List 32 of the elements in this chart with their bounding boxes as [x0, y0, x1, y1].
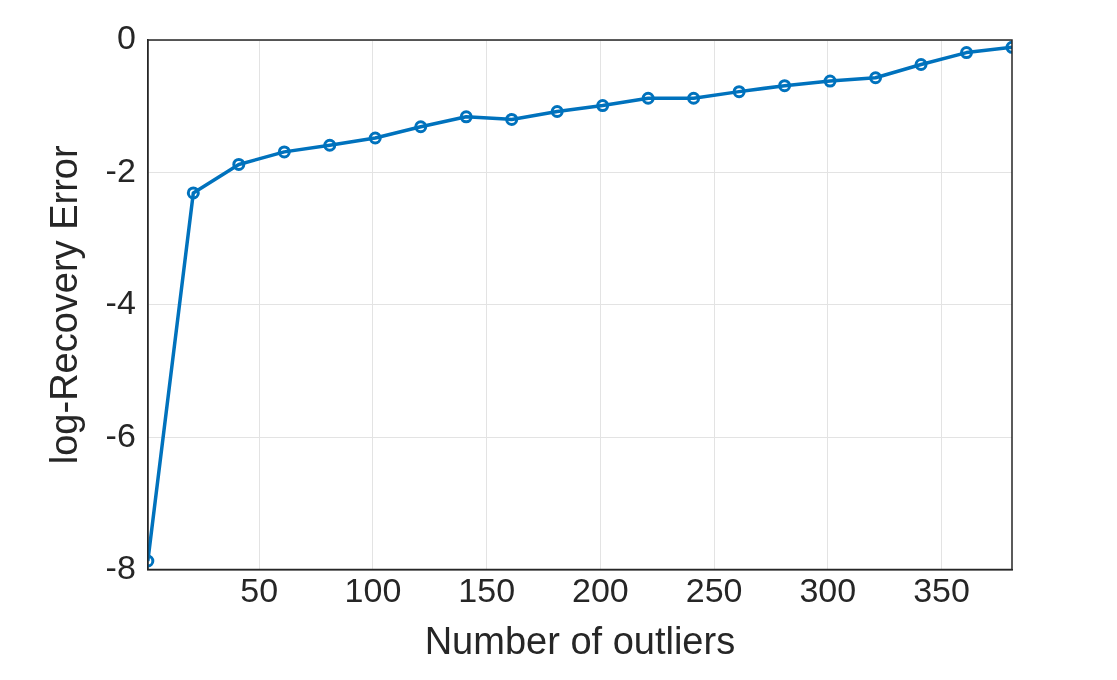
point	[960, 46, 974, 60]
x-tick-label: 200	[572, 571, 629, 610]
point	[323, 138, 337, 152]
point	[914, 57, 928, 71]
point	[459, 110, 473, 124]
point	[550, 105, 564, 118]
y-tick-label: 0	[116, 18, 136, 57]
y-axis-title: log-Recovery Error	[43, 145, 86, 465]
point	[823, 74, 837, 88]
point	[414, 120, 428, 134]
x-tick-label: 100	[344, 571, 402, 610]
point	[232, 157, 246, 171]
x-axis-title: Number of outliers	[424, 619, 736, 662]
x-tick-label: 250	[685, 571, 743, 610]
x-tick-label: 350	[913, 571, 970, 610]
point	[368, 131, 382, 145]
x-tick-label: 150	[458, 571, 516, 610]
point	[596, 99, 610, 113]
point	[687, 91, 701, 105]
y-tick-label: -6	[105, 415, 136, 454]
y-tick-label: -8	[105, 547, 136, 586]
x-tick-label: 300	[799, 571, 857, 610]
point	[186, 186, 200, 200]
y-tick-label: -2	[105, 150, 136, 189]
point	[277, 145, 291, 159]
point	[732, 85, 746, 99]
point	[641, 91, 655, 105]
point	[869, 71, 883, 85]
x-tick-label: 50	[240, 571, 279, 610]
point	[505, 112, 519, 126]
y-tick-label: -4	[105, 283, 136, 322]
point	[778, 79, 792, 93]
